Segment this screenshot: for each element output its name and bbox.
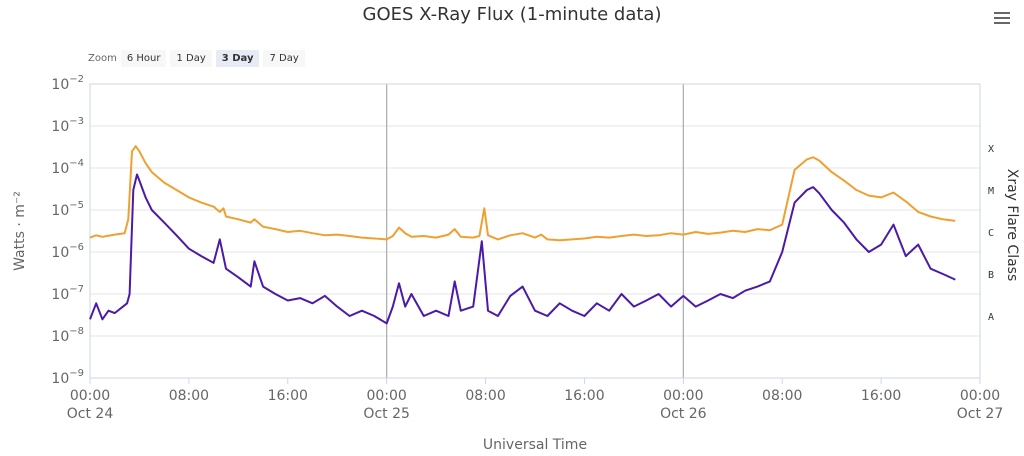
x-tick-time: 00:00 bbox=[663, 388, 703, 404]
x-tick-date: Oct 25 bbox=[363, 406, 409, 422]
plot-border bbox=[89, 83, 981, 379]
flare-class-x: X bbox=[988, 144, 994, 155]
zoom-6-hour-button[interactable]: 6 Hour bbox=[120, 50, 167, 67]
x-tick-time: 08:00 bbox=[465, 388, 505, 404]
x-axis-ticks: 00:00 Oct 24 08:00 16:00 00:00 Oct 25 08:00 16:… bbox=[67, 378, 1003, 422]
x-tick-time: 16:00 bbox=[564, 388, 604, 404]
y2-axis-title: Xray Flare Class bbox=[1004, 169, 1020, 282]
y-tick-label: 10−3 bbox=[51, 116, 84, 135]
series-layer bbox=[89, 145, 956, 325]
y-axis-ticks: 10−9 10−8 10−7 10−6 10−5 10−4 10−3 10−2 bbox=[51, 74, 84, 387]
zoom-3-day-button[interactable]: 3 Day bbox=[215, 50, 260, 67]
flare-class-a: A bbox=[988, 312, 994, 323]
x-tick-time: 16:00 bbox=[861, 388, 901, 404]
zoom-selector: Zoom 6 Hour 1 Day 3 Day 7 Day bbox=[88, 50, 309, 67]
x-tick-time: 00:00 bbox=[70, 388, 110, 404]
y-tick-label: 10−9 bbox=[51, 368, 84, 387]
grid-lines bbox=[90, 83, 980, 379]
flare-class-c: C bbox=[988, 228, 994, 239]
series-line-short bbox=[89, 173, 956, 325]
series-line-long bbox=[89, 145, 956, 242]
y-tick-label: 10−4 bbox=[51, 158, 84, 177]
x-axis-title: Universal Time bbox=[483, 437, 587, 453]
chart-title: GOES X-Ray Flux (1-minute data) bbox=[362, 4, 662, 25]
x-tick-time: 08:00 bbox=[762, 388, 802, 404]
x-tick-date: Oct 26 bbox=[660, 406, 707, 422]
y-tick-label: 10−5 bbox=[51, 200, 84, 219]
zoom-label: Zoom bbox=[88, 53, 117, 64]
flare-class-labels: A B C M X bbox=[988, 144, 994, 323]
y-tick-label: 10−2 bbox=[51, 74, 84, 93]
y-tick-label: 10−8 bbox=[51, 326, 84, 345]
day-boundaries bbox=[386, 84, 684, 378]
y-axis-title: Watts · m⁻² bbox=[12, 191, 28, 271]
x-tick-time: 00:00 bbox=[960, 388, 1000, 404]
x-tick-time: 08:00 bbox=[169, 388, 209, 404]
y-tick-label: 10−6 bbox=[51, 242, 84, 261]
zoom-1-day-button[interactable]: 1 Day bbox=[170, 50, 212, 67]
x-tick-time: 16:00 bbox=[268, 388, 308, 404]
chart-menu-icon[interactable] bbox=[994, 10, 1010, 24]
flare-class-b: B bbox=[988, 270, 994, 281]
x-tick-time: 00:00 bbox=[366, 388, 406, 404]
y-tick-label: 10−7 bbox=[51, 284, 84, 303]
x-tick-date: Oct 24 bbox=[67, 406, 114, 422]
zoom-7-day-button[interactable]: 7 Day bbox=[263, 50, 305, 67]
flare-class-m: M bbox=[988, 186, 994, 197]
x-tick-date: Oct 27 bbox=[957, 406, 1003, 422]
